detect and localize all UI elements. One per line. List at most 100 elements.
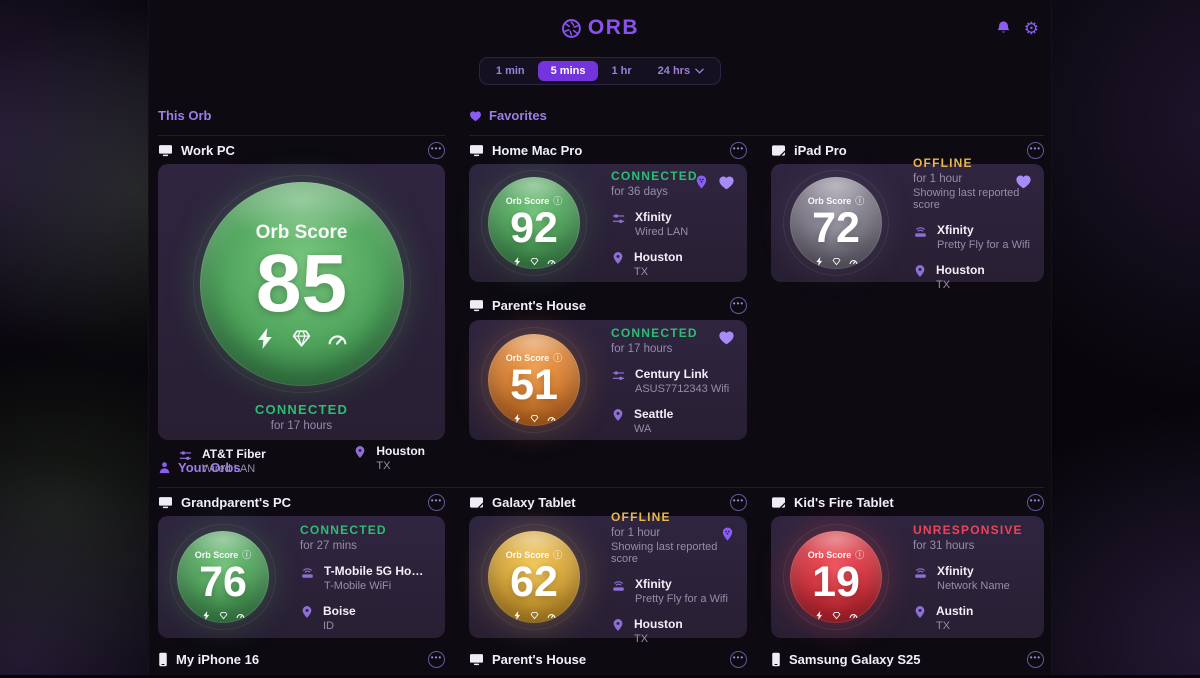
info-icon: ⓘ bbox=[553, 551, 563, 561]
card-work-pc[interactable]: Orb Score 85 CONNECTED for 17 hours bbox=[158, 164, 445, 475]
card-header-samsung-galaxy-s25: Samsung Galaxy S25 ••• bbox=[771, 651, 1044, 678]
card-home-mac-pro[interactable]: Orb Score ⓘ 92 CONNECTED for 36 days Xfin… bbox=[469, 164, 747, 282]
top-bar: ORB ⚙ bbox=[149, 0, 1051, 46]
status-badge: CONNECTED bbox=[254, 402, 349, 417]
section-this-orb: This Orb bbox=[158, 108, 445, 136]
location-info: Boise ID bbox=[300, 604, 431, 632]
time-tab-24hrs[interactable]: 24 hrs bbox=[645, 61, 717, 81]
card-kids-fire-tablet[interactable]: Orb Score ⓘ 19 UNRESPONSIVE for 31 hours … bbox=[771, 516, 1044, 638]
card-menu-button[interactable]: ••• bbox=[1026, 651, 1044, 668]
card-title: Samsung Galaxy S25 bbox=[789, 652, 921, 667]
section-your-orbs-label: Your Orbs bbox=[178, 460, 241, 475]
status-badge: OFFLINE bbox=[611, 509, 671, 524]
location-region: TX bbox=[936, 278, 951, 291]
network-detail: Wired LAN bbox=[635, 225, 689, 238]
status-note: Showing last reported score bbox=[913, 186, 1020, 211]
speed-bolt-icon bbox=[202, 607, 211, 625]
orb-score-value: 76 bbox=[199, 558, 247, 606]
status-duration: for 17 hours bbox=[611, 342, 673, 355]
reliability-gem-icon bbox=[530, 607, 539, 625]
notifications-button[interactable] bbox=[996, 20, 1011, 38]
card-header-parents-house-2: Parent's House ••• bbox=[469, 651, 747, 678]
card-menu-button[interactable]: ••• bbox=[730, 651, 747, 668]
orb-score-label: Orb Score bbox=[255, 222, 348, 243]
network-info: AT&T Fiber Wired LAN bbox=[178, 447, 266, 475]
network-detail: ASUS7712343 Wifi bbox=[635, 382, 730, 395]
location-info: Austin TX bbox=[913, 604, 1030, 632]
responsiveness-gauge-icon bbox=[327, 328, 348, 354]
orb-logo: ORB bbox=[561, 16, 639, 40]
time-tab-1min[interactable]: 1 min bbox=[483, 61, 538, 81]
network-detail: Wired LAN bbox=[202, 463, 256, 475]
network-name: Xfinity bbox=[937, 563, 974, 578]
location-region: WA bbox=[634, 422, 652, 435]
time-tab-5mins[interactable]: 5 mins bbox=[537, 61, 599, 81]
card-galaxy-tablet[interactable]: Orb Score ⓘ 62 OFFLINE for 1 hour Showing… bbox=[469, 510, 747, 645]
location-pin-icon bbox=[913, 264, 927, 278]
favorite-heart-icon[interactable] bbox=[1015, 174, 1032, 194]
network-detail: T-Mobile WiFi bbox=[324, 579, 392, 592]
card-header-kids-fire-tablet: Kid's Fire Tablet ••• bbox=[771, 488, 1044, 516]
speed-bolt-icon bbox=[513, 607, 522, 625]
card-menu-button[interactable]: ••• bbox=[428, 651, 445, 668]
time-tab-1hr[interactable]: 1 hr bbox=[598, 61, 644, 81]
card-title: iPad Pro bbox=[794, 142, 847, 158]
card-grandparents-pc[interactable]: Orb Score ⓘ 76 CONNECTED for 27 mins T-Mo… bbox=[158, 516, 445, 638]
orb-score-gauge: Orb Score 85 bbox=[192, 175, 411, 393]
card-parents-house[interactable]: Orb Score ⓘ 51 CONNECTED for 17 hours Cen… bbox=[469, 320, 747, 440]
chevron-down-icon bbox=[695, 65, 704, 77]
card-menu-button[interactable]: ••• bbox=[730, 493, 747, 511]
ethernet-icon bbox=[611, 368, 626, 383]
location-city: Houston bbox=[634, 616, 683, 631]
location-info: Seattle WA bbox=[611, 407, 733, 435]
responsiveness-gauge-icon bbox=[849, 253, 858, 271]
person-icon bbox=[158, 461, 171, 474]
info-icon: ⓘ bbox=[242, 551, 252, 561]
responsiveness-gauge-icon bbox=[547, 253, 556, 271]
favorite-heart-icon[interactable] bbox=[718, 330, 735, 350]
card-menu-button[interactable]: ••• bbox=[730, 141, 747, 159]
card-menu-button[interactable]: ••• bbox=[428, 141, 445, 159]
location-pin-icon bbox=[611, 251, 625, 265]
location-pin-icon bbox=[913, 605, 927, 619]
location-info: Houston TX bbox=[913, 263, 1030, 291]
network-info: Xfinity Pretty Fly for a Wifi bbox=[611, 577, 733, 605]
location-info: Houston TX bbox=[611, 617, 733, 645]
card-menu-button[interactable]: ••• bbox=[1026, 493, 1044, 511]
orb-metric-icons bbox=[513, 253, 556, 271]
card-menu-button[interactable]: ••• bbox=[1026, 141, 1044, 159]
card-title: Grandparent's PC bbox=[181, 494, 292, 510]
network-name: Xfinity bbox=[635, 209, 672, 224]
network-name: Century Link bbox=[635, 366, 709, 381]
wifi-router-icon bbox=[913, 224, 928, 239]
location-city: Boise bbox=[323, 603, 356, 618]
card-menu-button[interactable]: ••• bbox=[428, 493, 445, 511]
info-icon: ⓘ bbox=[855, 197, 865, 207]
card-header-parents-house: Parent's House ••• bbox=[469, 297, 747, 320]
network-name: Xfinity bbox=[937, 222, 974, 237]
location-pin-icon bbox=[300, 605, 314, 619]
status-duration: for 1 hour bbox=[611, 526, 661, 539]
status-note: Showing last reported score bbox=[611, 540, 718, 565]
reliability-gem-icon bbox=[291, 328, 312, 354]
orb-metric-icons bbox=[513, 607, 556, 625]
orb-score-gauge: Orb Score ⓘ 51 bbox=[481, 327, 587, 433]
tablet-icon bbox=[469, 496, 484, 509]
location-region: TX bbox=[634, 632, 649, 645]
card-title: Galaxy Tablet bbox=[492, 494, 576, 510]
speed-bolt-icon bbox=[513, 253, 522, 271]
network-detail: Pretty Fly for a Wifi bbox=[635, 592, 728, 605]
orb-metric-icons bbox=[255, 328, 348, 354]
reliability-gem-icon bbox=[219, 607, 228, 625]
card-menu-button[interactable]: ••• bbox=[730, 297, 747, 314]
settings-button[interactable]: ⚙ bbox=[1024, 20, 1039, 38]
card-ipad-pro[interactable]: Orb Score ⓘ 72 OFFLINE for 1 hour Showing… bbox=[771, 156, 1044, 291]
location-info: Houston TX bbox=[611, 250, 733, 278]
time-tab-24hrs-label: 24 hrs bbox=[657, 65, 691, 77]
orb-score-gauge: Orb Score ⓘ 76 bbox=[170, 524, 276, 630]
favorite-heart-icon[interactable] bbox=[718, 175, 735, 195]
wifi-router-icon bbox=[913, 565, 928, 580]
card-title: Kid's Fire Tablet bbox=[794, 494, 894, 510]
location-pin-icon bbox=[353, 445, 367, 459]
network-info: Xfinity Network Name bbox=[913, 564, 1030, 592]
